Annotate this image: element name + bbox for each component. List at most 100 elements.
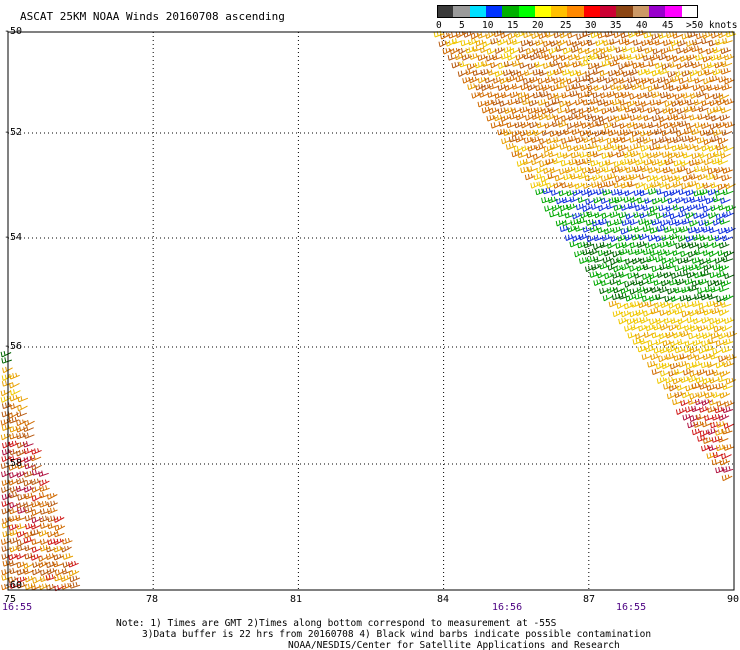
wind-barb xyxy=(488,83,500,90)
wind-barb xyxy=(716,99,728,106)
wind-barb xyxy=(523,53,534,60)
wind-barb xyxy=(700,361,712,369)
wind-barb xyxy=(687,250,699,258)
wind-barb xyxy=(545,158,557,166)
wind-barb xyxy=(715,317,727,325)
wind-barb xyxy=(604,30,616,38)
wind-barb xyxy=(564,166,576,174)
wind-barb xyxy=(651,138,663,145)
wind-barb xyxy=(688,241,700,249)
wind-barb xyxy=(586,150,598,158)
wind-barb xyxy=(717,158,729,166)
wind-barb xyxy=(655,143,667,150)
wind-barb xyxy=(588,142,600,150)
wind-barb xyxy=(712,195,724,203)
wind-barb xyxy=(721,60,733,68)
wind-barb xyxy=(694,398,706,406)
wind-barb xyxy=(505,143,517,150)
wind-barb xyxy=(683,46,694,54)
wind-barb xyxy=(635,309,647,317)
wind-barb xyxy=(515,97,526,105)
wind-barb xyxy=(699,129,711,137)
wind-barb xyxy=(715,361,727,369)
wind-barb xyxy=(528,99,540,107)
wind-barb xyxy=(681,286,692,294)
wind-barb xyxy=(538,113,549,121)
wind-barb xyxy=(644,242,656,249)
wind-barb xyxy=(700,84,711,92)
wind-barb xyxy=(61,545,72,553)
wind-barb xyxy=(663,190,675,198)
time-label: 16:55 xyxy=(616,602,647,613)
wind-barb xyxy=(532,91,544,99)
wind-barb xyxy=(639,83,651,91)
wind-barb xyxy=(665,205,677,212)
wind-barb xyxy=(486,114,498,122)
wind-barb xyxy=(528,40,540,47)
wind-barb xyxy=(664,100,676,108)
wind-barb xyxy=(705,129,717,136)
wind-barb xyxy=(598,136,610,143)
wind-barb xyxy=(663,382,674,390)
wind-barb xyxy=(662,83,674,91)
wind-barb xyxy=(598,160,610,168)
wind-barb xyxy=(657,76,668,84)
wind-barb xyxy=(24,514,36,522)
wind-barb xyxy=(600,92,611,99)
wind-barb xyxy=(710,182,721,189)
wind-barb xyxy=(622,70,634,78)
wind-barb xyxy=(529,53,541,61)
wind-barb xyxy=(713,325,725,333)
wind-barb xyxy=(697,435,708,442)
wind-barb xyxy=(681,182,692,190)
wind-barb xyxy=(637,45,648,53)
wind-barb xyxy=(725,377,737,385)
wind-barb xyxy=(463,31,475,38)
wind-barb xyxy=(683,83,695,90)
wind-barb xyxy=(638,173,650,180)
wind-barb xyxy=(9,491,20,499)
wind-barb xyxy=(699,383,710,390)
wind-barb xyxy=(687,226,699,234)
wind-barb xyxy=(669,340,681,347)
wind-barb xyxy=(633,317,644,325)
wind-barb xyxy=(658,286,670,294)
wind-barb xyxy=(551,98,563,105)
wind-barb xyxy=(662,339,674,347)
wind-barb xyxy=(68,569,80,577)
wind-barb xyxy=(504,107,516,114)
wind-barb xyxy=(648,294,660,302)
wind-barb xyxy=(521,98,533,106)
wind-barb xyxy=(53,530,65,538)
wind-barb xyxy=(525,47,537,55)
wind-barb xyxy=(522,78,534,85)
wind-barb xyxy=(23,425,34,433)
wind-barb xyxy=(550,40,561,47)
wind-barb xyxy=(566,203,578,211)
wind-barb xyxy=(708,250,720,258)
wind-barb xyxy=(569,69,580,77)
wind-barb xyxy=(649,205,661,213)
wind-barb xyxy=(595,39,607,47)
wind-barb xyxy=(39,515,50,523)
wind-barb xyxy=(477,100,489,108)
wind-barb xyxy=(0,462,12,470)
wind-barb xyxy=(610,83,621,91)
wind-barb xyxy=(649,227,661,234)
wind-barb xyxy=(519,106,531,114)
plot-frame xyxy=(7,31,735,591)
wind-barb xyxy=(494,70,506,78)
wind-barb xyxy=(520,166,531,174)
wind-barb xyxy=(637,197,648,204)
wind-barb xyxy=(688,135,700,143)
wind-barb xyxy=(692,212,704,219)
wind-barb xyxy=(553,31,565,39)
wind-barb xyxy=(587,211,598,218)
wind-barb xyxy=(16,426,27,433)
wind-barb xyxy=(668,218,679,226)
wind-barb xyxy=(581,166,593,174)
wind-barb xyxy=(711,436,723,443)
wind-barb xyxy=(604,53,615,61)
wind-barb xyxy=(589,53,601,60)
wind-barb xyxy=(625,166,637,174)
